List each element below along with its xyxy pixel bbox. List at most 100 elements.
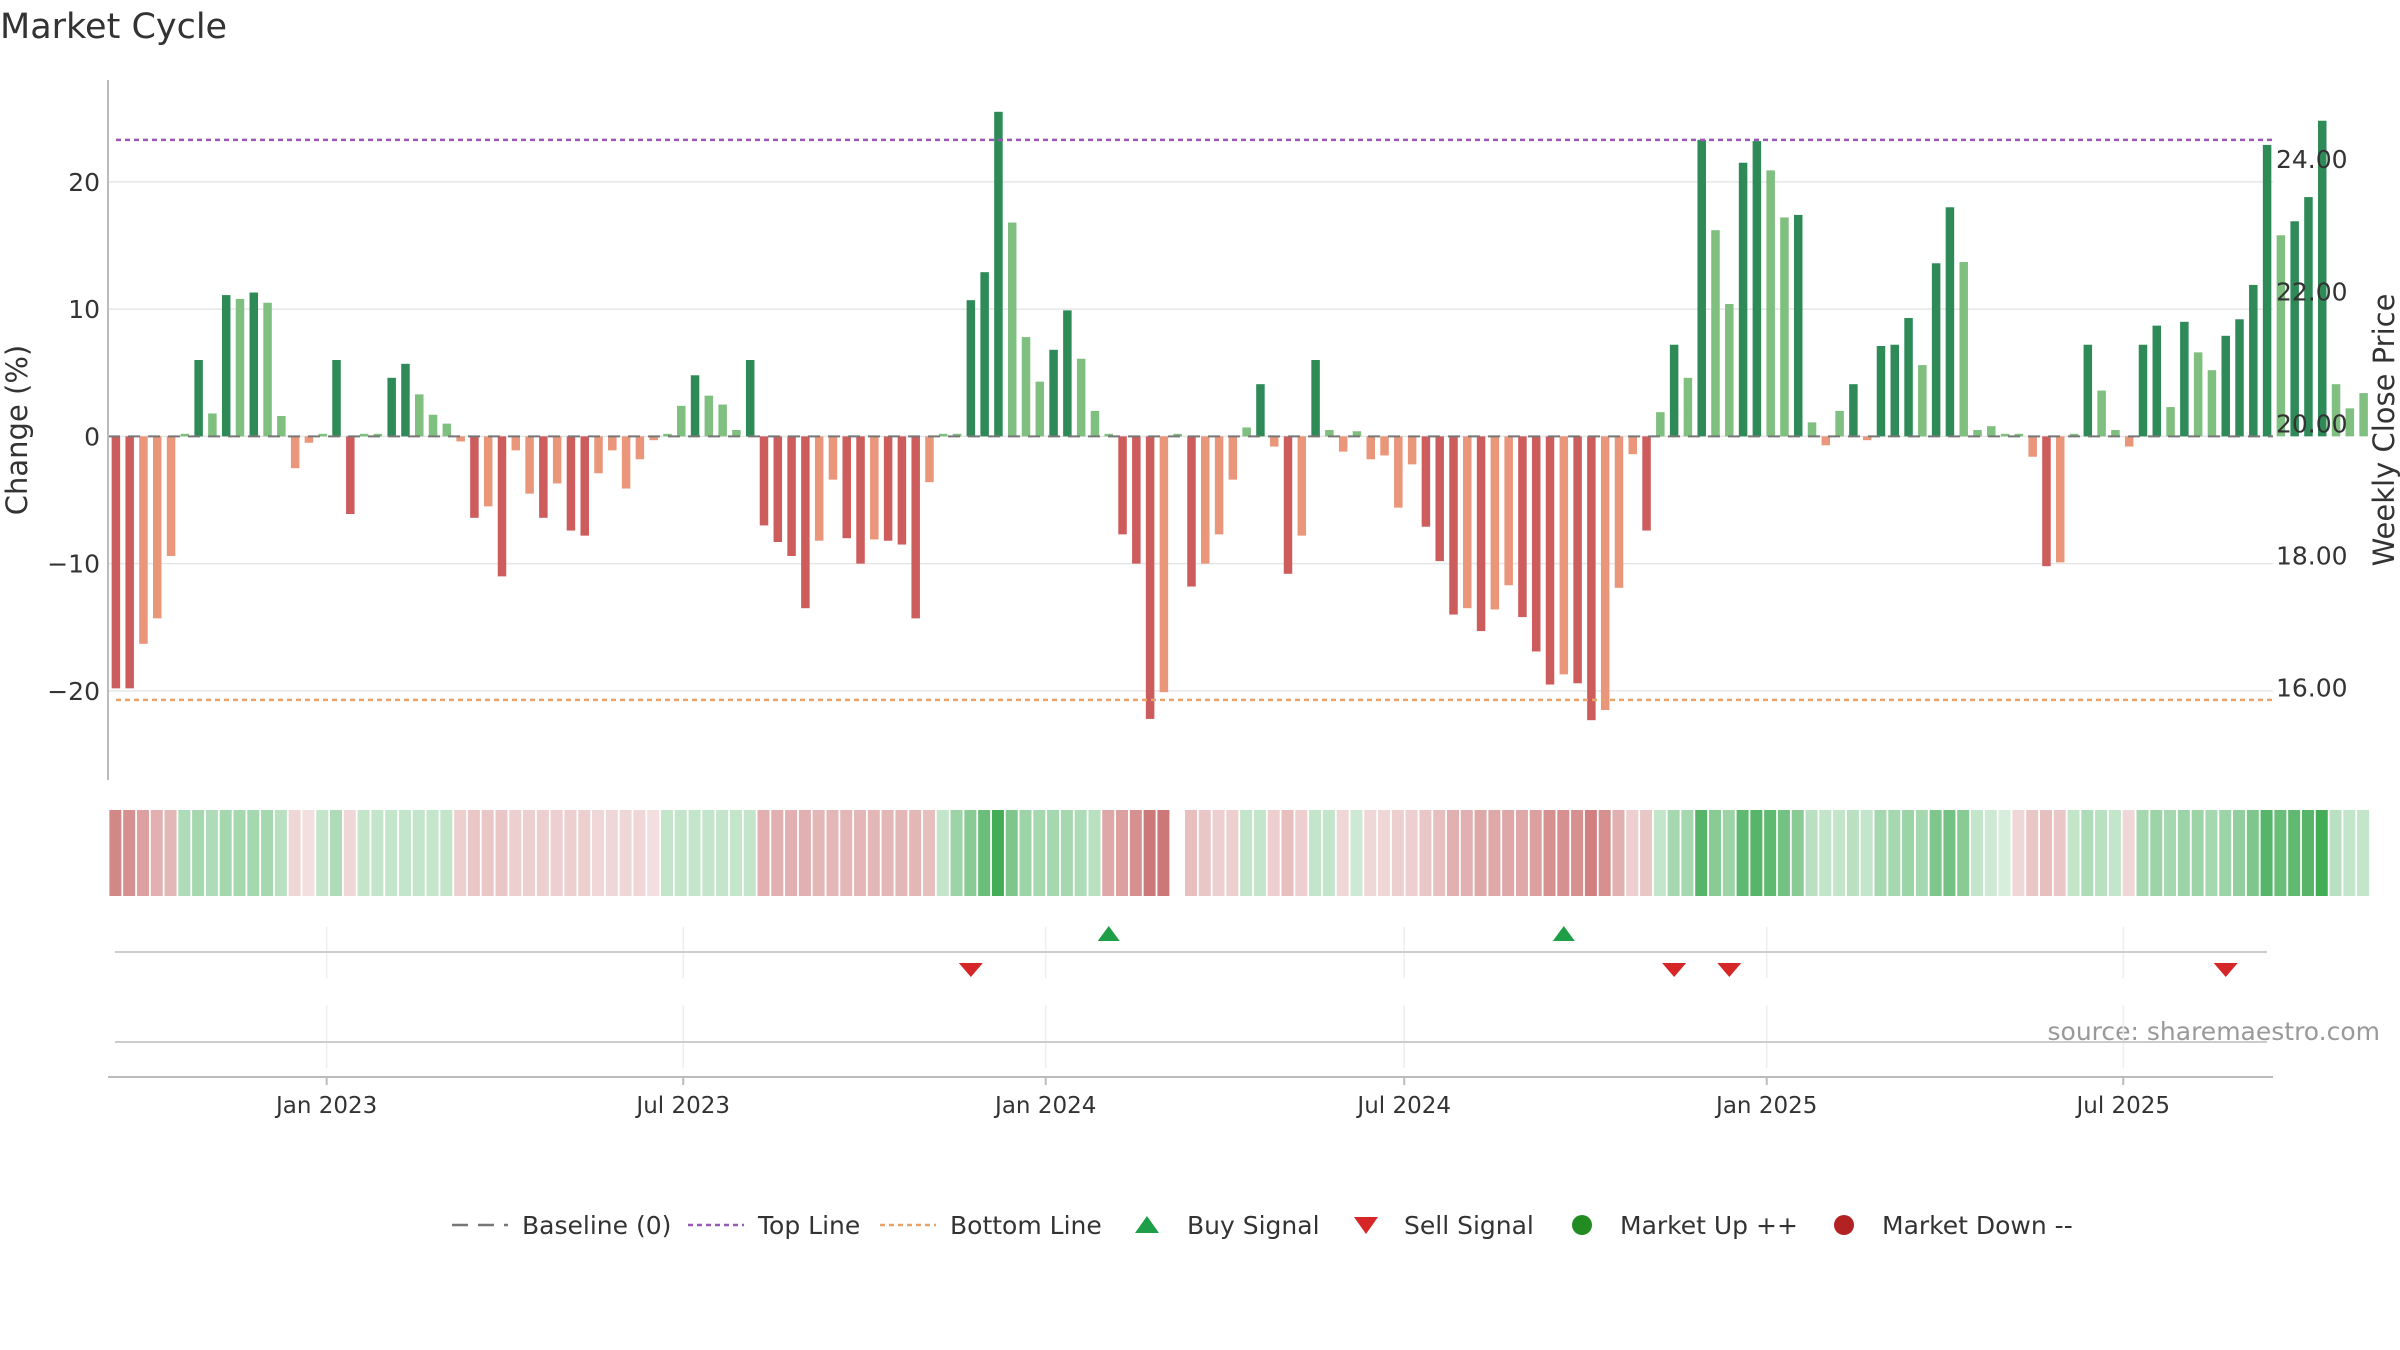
intensity-cell — [398, 810, 411, 896]
change-bar — [2193, 352, 2203, 437]
intensity-cell — [1488, 810, 1501, 896]
intensity-cell — [371, 810, 384, 896]
intensity-band — [109, 810, 2370, 896]
y-left-tick-label: −20 — [47, 677, 100, 706]
intensity-cell — [909, 810, 922, 896]
change-bar — [263, 302, 272, 437]
change-bar — [1945, 207, 1955, 437]
change-bar — [428, 414, 438, 437]
legend-swatch-circle — [1834, 1215, 1854, 1235]
intensity-cell — [2343, 810, 2356, 896]
intensity-cell — [1557, 810, 1570, 896]
change-bar — [2028, 436, 2037, 457]
intensity-cell — [1957, 810, 1970, 896]
change-bar — [1325, 430, 1334, 437]
change-bar — [1421, 436, 1431, 527]
change-bar — [373, 433, 383, 437]
change-bar — [1766, 170, 1775, 437]
change-bar — [1725, 304, 1734, 437]
change-bar — [1531, 436, 1541, 652]
x-tick-label: Jan 2023 — [274, 1093, 377, 1119]
change-bar — [111, 436, 121, 689]
change-bar — [1545, 436, 1555, 685]
intensity-cell — [412, 810, 425, 896]
change-bar — [1614, 436, 1624, 588]
intensity-cell — [481, 810, 494, 896]
change-bar — [2042, 436, 2051, 567]
buy-signal-marker — [1552, 926, 1575, 941]
change-bar — [1228, 436, 1238, 480]
change-bar — [1738, 162, 1748, 437]
change-bar — [1118, 436, 1127, 535]
intensity-cell — [509, 810, 522, 896]
intensity-cell — [1902, 810, 1915, 896]
change-bar — [1918, 365, 1927, 437]
intensity-cell — [1722, 810, 1735, 896]
intensity-cell — [1074, 810, 1087, 896]
change-bar — [939, 433, 948, 437]
intensity-cell — [1764, 810, 1777, 896]
change-bar — [2083, 344, 2093, 437]
change-bar — [566, 436, 576, 531]
legend-swatch-buy — [1135, 1216, 1159, 1233]
change-bar — [842, 436, 851, 539]
intensity-cell — [991, 810, 1004, 896]
change-bar — [1573, 436, 1582, 684]
change-bar — [1035, 381, 1045, 437]
intensity-cell — [2205, 810, 2218, 896]
intensity-cell — [1267, 810, 1280, 896]
change-bar — [1104, 433, 1113, 437]
intensity-cell — [219, 810, 232, 896]
change-bar — [1490, 436, 1500, 610]
change-bar — [125, 436, 134, 689]
change-bar — [745, 360, 755, 437]
change-bar — [1297, 436, 1307, 536]
change-bar — [483, 436, 493, 507]
sell-signal-marker — [1662, 963, 1687, 977]
change-bar — [1352, 431, 1362, 437]
intensity-cell — [1598, 810, 1611, 896]
intensity-cell — [261, 810, 274, 896]
intensity-cell — [1998, 810, 2011, 896]
intensity-cell — [454, 810, 467, 896]
intensity-cell — [1584, 810, 1597, 896]
change-bar — [870, 436, 879, 540]
change-bar — [814, 436, 824, 541]
change-bar — [2207, 370, 2217, 437]
intensity-cell — [2122, 810, 2135, 896]
change-bar — [1973, 430, 1982, 437]
legend-swatch-sell — [1354, 1217, 1378, 1234]
y-right-tick-label: 22.00 — [2276, 277, 2348, 306]
change-bar — [139, 436, 148, 644]
legend: Baseline (0) Top Line Bottom Line Buy Signa… — [452, 1211, 2073, 1240]
legend-swatch-circle — [1572, 1215, 1592, 1235]
intensity-cell — [550, 810, 563, 896]
intensity-cell — [1626, 810, 1639, 896]
bars-layer — [111, 111, 2368, 721]
change-bar — [2262, 144, 2272, 437]
change-bar — [1311, 360, 1320, 437]
intensity-cell — [1929, 810, 1942, 896]
intensity-cell — [1874, 810, 1887, 896]
change-bar — [1518, 436, 1527, 618]
change-bar — [442, 423, 452, 437]
change-bar — [2014, 433, 2024, 437]
change-bar — [690, 375, 700, 437]
change-bar — [208, 413, 217, 437]
intensity-cell — [1833, 810, 1846, 896]
intensity-cell — [1102, 810, 1115, 896]
intensity-cell — [495, 810, 508, 896]
change-bar — [2235, 319, 2244, 437]
intensity-cell — [164, 810, 177, 896]
intensity-cell — [2191, 810, 2204, 896]
intensity-cell — [1943, 810, 1956, 896]
change-bar — [952, 433, 962, 437]
change-bar — [1063, 310, 1072, 437]
y-left-tick-label: 20 — [68, 168, 100, 197]
change-bar — [1559, 436, 1569, 675]
intensity-cell — [1047, 810, 1060, 896]
change-bar — [1269, 436, 1279, 447]
intensity-cell — [192, 810, 205, 896]
intensity-cell — [743, 810, 756, 896]
change-bar — [1504, 436, 1513, 586]
